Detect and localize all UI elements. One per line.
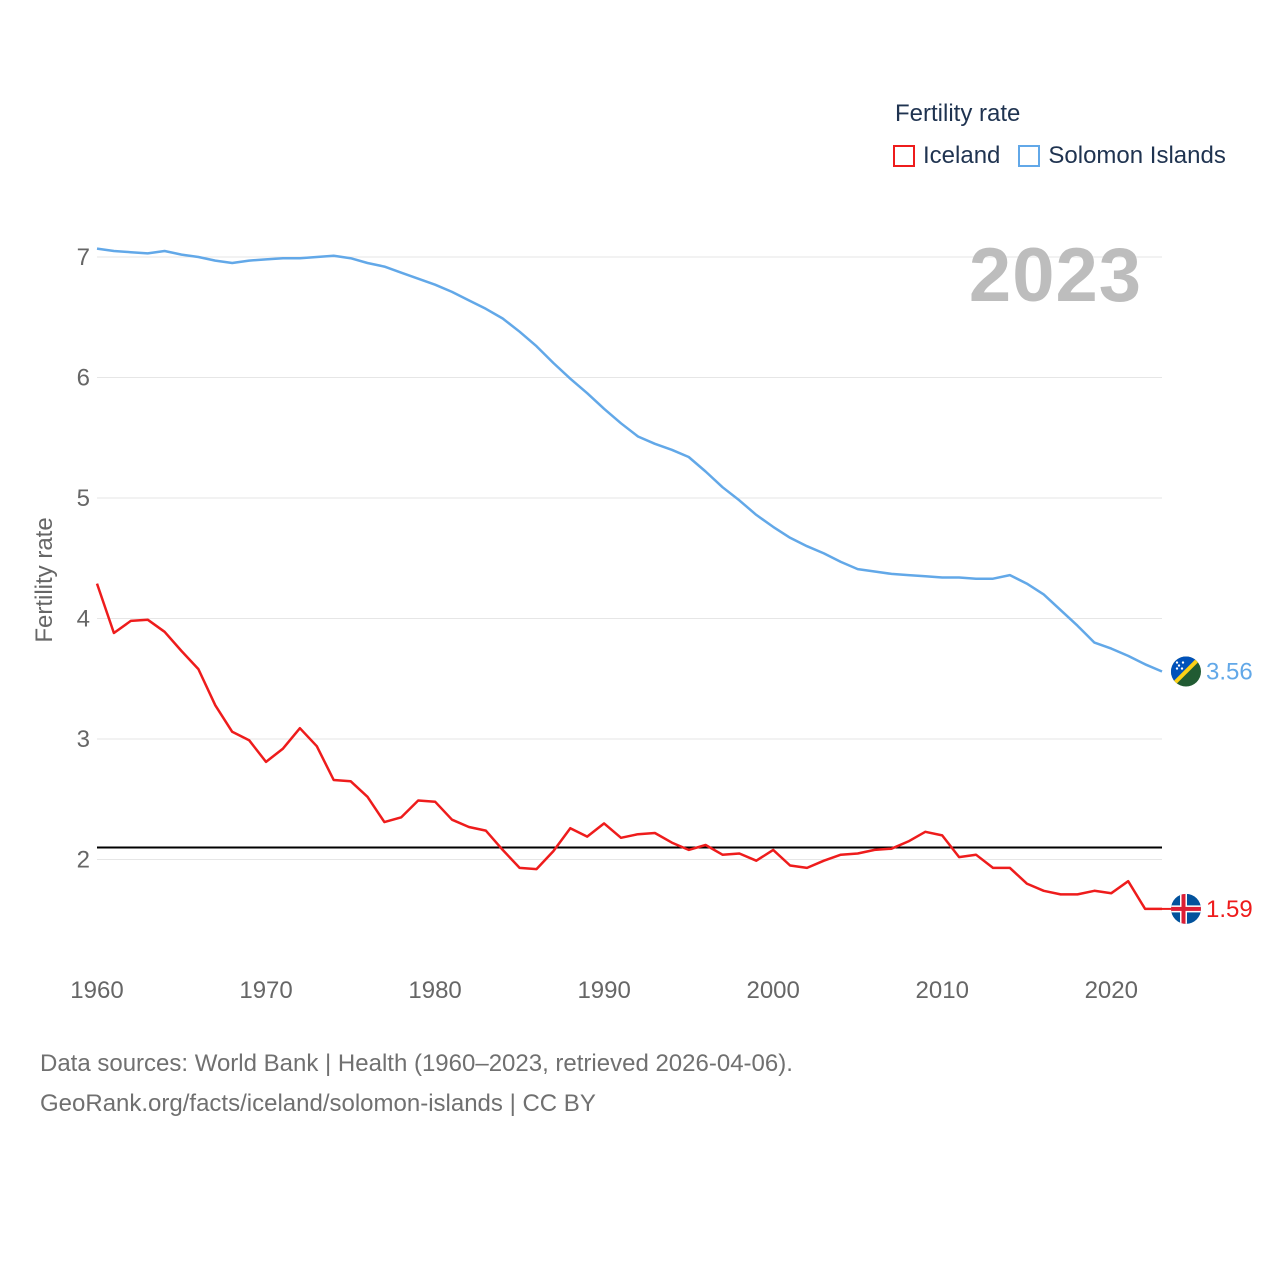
- legend-label-solomon-islands: Solomon Islands: [1048, 142, 1226, 169]
- legend-item-solomon-islands[interactable]: Solomon Islands: [1018, 142, 1226, 170]
- flag-icon-solomon-islands: [1171, 656, 1201, 687]
- legend-swatch-iceland: [893, 145, 915, 167]
- y-tick-label: 6: [77, 365, 90, 392]
- source-line: Data sources: World Bank | Health (1960–…: [40, 1050, 793, 1077]
- y-axis-label: Fertility rate: [31, 517, 58, 642]
- y-tick-label: 2: [77, 847, 90, 874]
- x-tick-label: 2000: [746, 977, 799, 1004]
- end-markers: 1.59 3.56: [1162, 656, 1253, 924]
- x-tick-label: 1990: [577, 977, 630, 1004]
- attribution-line: GeoRank.org/facts/iceland/solomon-island…: [40, 1090, 596, 1117]
- y-tick-label: 3: [77, 726, 90, 753]
- end-value-label-solomon-islands: 3.56: [1206, 659, 1253, 686]
- flag-icon-iceland: [1171, 893, 1201, 924]
- x-tick-label: 1980: [408, 977, 461, 1004]
- y-tick-label: 5: [77, 485, 90, 512]
- y-tick-label: 4: [77, 606, 90, 633]
- x-tick-label: 1960: [70, 977, 123, 1004]
- legend-label-iceland: Iceland: [923, 142, 1001, 169]
- legend: Iceland Solomon Islands: [893, 142, 1244, 170]
- series-line-iceland: [95, 583, 1162, 911]
- y-tick-label: 7: [77, 244, 90, 271]
- end-value-label-iceland: 1.59: [1206, 896, 1253, 923]
- current-year-label: 2023: [968, 233, 1142, 318]
- series-line-solomon-islands: [96, 247, 1163, 673]
- legend-title: Fertility rate: [895, 100, 1021, 127]
- grid-lines: [97, 256, 1162, 860]
- legend-swatch-solomon-islands: [1018, 145, 1041, 167]
- series-lines: [95, 247, 1163, 911]
- x-tick-label: 2010: [916, 977, 969, 1004]
- y-axis-ticks: 2 3 4 5 6 7: [77, 244, 90, 874]
- x-tick-label: 1970: [239, 977, 292, 1004]
- x-tick-label: 2020: [1085, 977, 1138, 1004]
- legend-item-iceland[interactable]: Iceland: [893, 142, 1000, 170]
- x-axis-ticks: 1960 1970 1980 1990 2000 2010 2020: [70, 977, 1138, 1004]
- data-source-footer: Data sources: World Bank | Health (1960–…: [40, 1044, 793, 1124]
